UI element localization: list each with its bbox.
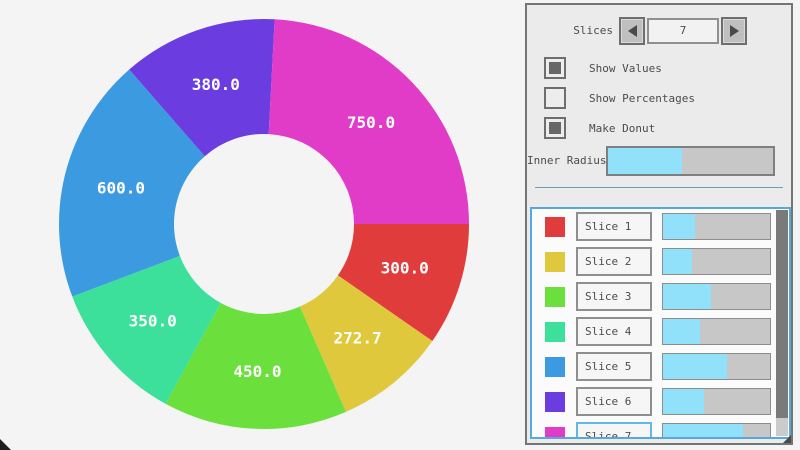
- inner-radius-label: Inner Radius: [527, 154, 607, 167]
- slice-value-slider[interactable]: [662, 318, 771, 345]
- slice-value-slider-fill: [663, 424, 744, 437]
- slice-value-label: 272.7: [334, 329, 382, 348]
- slice-value-label: 750.0: [347, 113, 395, 132]
- slice-name-field[interactable]: Slice 3: [576, 282, 652, 311]
- checkbox-check-mark: [549, 62, 561, 74]
- slice-color-swatch[interactable]: [545, 426, 565, 437]
- resize-grip-bottom-left-icon[interactable]: [0, 439, 11, 450]
- slice-list-scrollbar[interactable]: [776, 210, 788, 436]
- slice-value-slider[interactable]: [662, 423, 771, 437]
- slice-name-field[interactable]: Slice 7: [576, 422, 652, 437]
- separator: [535, 187, 783, 188]
- slice-value-slider-fill: [663, 284, 712, 309]
- slice-value-slider-fill: [663, 354, 728, 379]
- slices-decrement-button[interactable]: [619, 17, 645, 45]
- show-values-checkbox-row[interactable]: Show Values: [544, 57, 662, 79]
- scrollbar-thumb[interactable]: [776, 210, 788, 418]
- slice-value-slider[interactable]: [662, 213, 771, 240]
- right-triangle-icon: [729, 25, 739, 37]
- slice-value-label: 380.0: [192, 75, 240, 94]
- inner-radius-slider[interactable]: [606, 146, 775, 176]
- pie-slice[interactable]: [268, 19, 469, 225]
- slice-name-field[interactable]: Slice 2: [576, 247, 652, 276]
- slice-row: Slice 4: [545, 317, 771, 346]
- pie-slice[interactable]: [299, 275, 433, 412]
- control-panel: Slices 7 Show Values Show Percentages Ma…: [525, 3, 793, 445]
- resize-grip-bottom-right-icon[interactable]: [783, 435, 791, 443]
- slice-value-label: 300.0: [381, 259, 429, 278]
- chart-area: 300.0 272.7 450.0 350.0 600.0 380.0 750.0: [0, 19, 469, 450]
- slice-row: Slice 2: [545, 247, 771, 276]
- slices-value-field[interactable]: 7: [647, 18, 719, 44]
- slices-label: Slices: [573, 24, 613, 37]
- make-donut-label: Make Donut: [589, 121, 656, 135]
- slice-color-swatch[interactable]: [545, 216, 565, 237]
- slice-color-swatch[interactable]: [545, 321, 565, 342]
- slice-row: Slice 3: [545, 282, 771, 311]
- slice-color-swatch[interactable]: [545, 251, 565, 272]
- slice-row: Slice 1: [545, 212, 771, 241]
- pie-slice[interactable]: [165, 302, 346, 429]
- show-values-checkbox[interactable]: [544, 57, 566, 79]
- slice-name-field[interactable]: Slice 4: [576, 317, 652, 346]
- slice-row: Slice 6: [545, 387, 771, 416]
- slice-value-slider[interactable]: [662, 353, 771, 380]
- checkbox-check-mark: [549, 122, 561, 134]
- make-donut-checkbox-row[interactable]: Make Donut: [544, 117, 655, 139]
- donut-chart: 300.0 272.7 450.0 350.0 600.0 380.0 750.0: [59, 19, 469, 429]
- slice-color-swatch[interactable]: [545, 391, 565, 412]
- pie-slice[interactable]: [129, 19, 275, 157]
- slice-value-slider-fill: [663, 389, 704, 414]
- show-values-label: Show Values: [589, 61, 662, 75]
- slice-value-label: 600.0: [97, 179, 145, 198]
- show-percentages-checkbox[interactable]: [544, 87, 566, 109]
- show-percentages-checkbox-row[interactable]: Show Percentages: [544, 87, 695, 109]
- slice-value-slider[interactable]: [662, 283, 771, 310]
- slice-color-swatch[interactable]: [545, 286, 565, 307]
- inner-radius-slider-fill: [608, 148, 683, 174]
- slice-value-slider-fill: [663, 319, 701, 344]
- make-donut-checkbox[interactable]: [544, 117, 566, 139]
- slice-value-slider-fill: [663, 249, 692, 274]
- slice-value-label: 450.0: [233, 362, 281, 381]
- slice-list: Slice 1 Slice 2 Slice 3 Slice 4 Slice 5: [530, 207, 791, 439]
- pie-slice[interactable]: [72, 255, 221, 404]
- slice-value-slider[interactable]: [662, 388, 771, 415]
- slice-name-field[interactable]: Slice 6: [576, 387, 652, 416]
- slice-row: Slice 5: [545, 352, 771, 381]
- slice-value-slider-fill: [663, 214, 696, 239]
- pie-slice[interactable]: [337, 224, 469, 342]
- slice-name-field[interactable]: Slice 1: [576, 212, 652, 241]
- pie-slice[interactable]: [59, 69, 205, 297]
- slice-value-label: 350.0: [129, 311, 177, 330]
- left-triangle-icon: [627, 25, 637, 37]
- slices-increment-button[interactable]: [721, 17, 747, 45]
- slice-row: Slice 7: [545, 422, 771, 437]
- slice-color-swatch[interactable]: [545, 356, 565, 377]
- slice-name-field[interactable]: Slice 5: [576, 352, 652, 381]
- show-percentages-label: Show Percentages: [589, 91, 695, 105]
- slice-value-slider[interactable]: [662, 248, 771, 275]
